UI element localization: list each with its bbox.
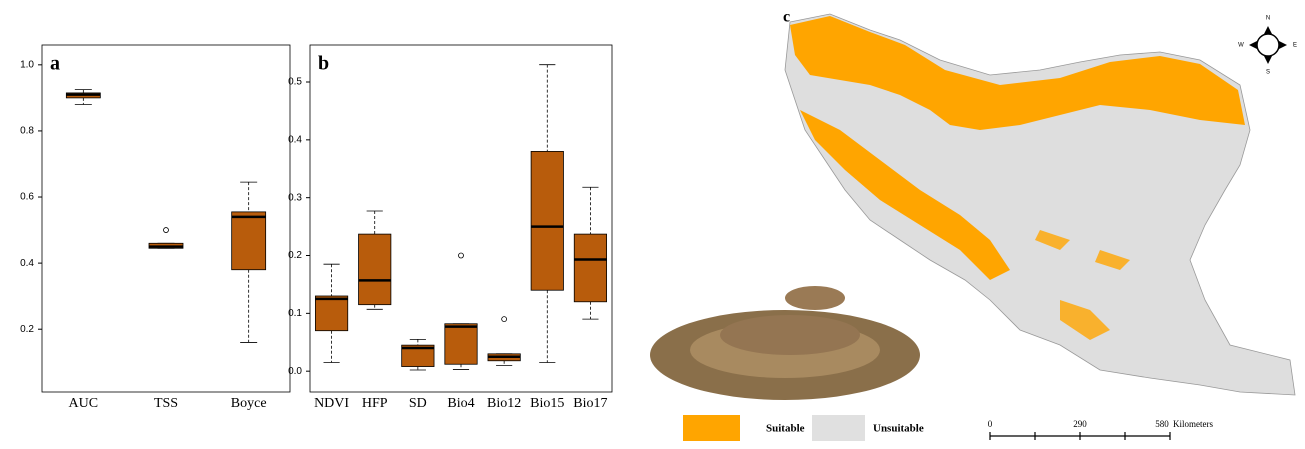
compass-label: N xyxy=(1266,16,1270,22)
scale-bar xyxy=(990,432,1170,440)
y-tick-label: 0.2 xyxy=(20,324,34,335)
x-tick-label: HFP xyxy=(362,396,388,411)
x-tick-label: Bio17 xyxy=(573,396,607,411)
y-tick-label: 1.0 xyxy=(20,59,34,70)
snake-photo xyxy=(650,286,920,400)
y-tick-label: 0.4 xyxy=(20,258,34,269)
compass-label: E xyxy=(1293,43,1297,49)
y-tick-label: 0.6 xyxy=(20,192,34,203)
y-tick-label: 0.3 xyxy=(288,192,302,203)
compass: N E S W xyxy=(1238,16,1297,76)
outlier xyxy=(459,253,464,258)
box xyxy=(315,296,347,331)
map: N E S W c Suitable Unsuitable 0 290 580 … xyxy=(650,9,1297,441)
box xyxy=(232,212,266,270)
x-tick-label: NDVI xyxy=(314,396,349,411)
box xyxy=(359,234,391,305)
y-tick-label: 0.8 xyxy=(20,126,34,137)
scale-label: 290 xyxy=(1073,419,1087,429)
x-tick-label: Bio12 xyxy=(487,396,521,411)
compass-ring xyxy=(1257,34,1279,56)
snake-head xyxy=(785,286,845,310)
outlier xyxy=(164,228,169,233)
x-tick-label: Bio15 xyxy=(530,396,564,411)
y-tick-label: 0.5 xyxy=(288,77,302,88)
snake-coil xyxy=(720,315,860,355)
x-tick-label: Boyce xyxy=(231,396,267,411)
box xyxy=(445,324,477,364)
legend-swatch xyxy=(683,415,740,441)
legend-label: Suitable xyxy=(766,423,805,435)
compass-label: W xyxy=(1238,43,1244,49)
y-tick-label: 0.1 xyxy=(288,308,302,319)
panel-label: b xyxy=(318,53,329,75)
panel-label: c xyxy=(783,9,790,26)
y-tick-label: 0.4 xyxy=(288,134,302,145)
box xyxy=(531,151,563,290)
compass-label: S xyxy=(1266,70,1270,76)
x-tick-label: SD xyxy=(409,396,427,411)
x-tick-label: Bio4 xyxy=(447,396,474,411)
panel-label: a xyxy=(50,53,60,75)
legend-swatch xyxy=(812,415,865,441)
y-tick-label: 0.0 xyxy=(288,366,302,377)
legend-label: Unsuitable xyxy=(873,423,924,435)
x-tick-label: TSS xyxy=(154,396,178,411)
box xyxy=(574,234,606,302)
figure: N E S W c Suitable Unsuitable 0 290 580 … xyxy=(0,0,1305,444)
outlier xyxy=(502,317,507,322)
scale-label: 0 xyxy=(988,419,993,429)
x-tick-label: AUC xyxy=(69,396,99,411)
scale-label: 580 xyxy=(1155,419,1169,429)
scale-unit: Kilometers xyxy=(1173,419,1213,429)
y-tick-label: 0.2 xyxy=(288,250,302,261)
